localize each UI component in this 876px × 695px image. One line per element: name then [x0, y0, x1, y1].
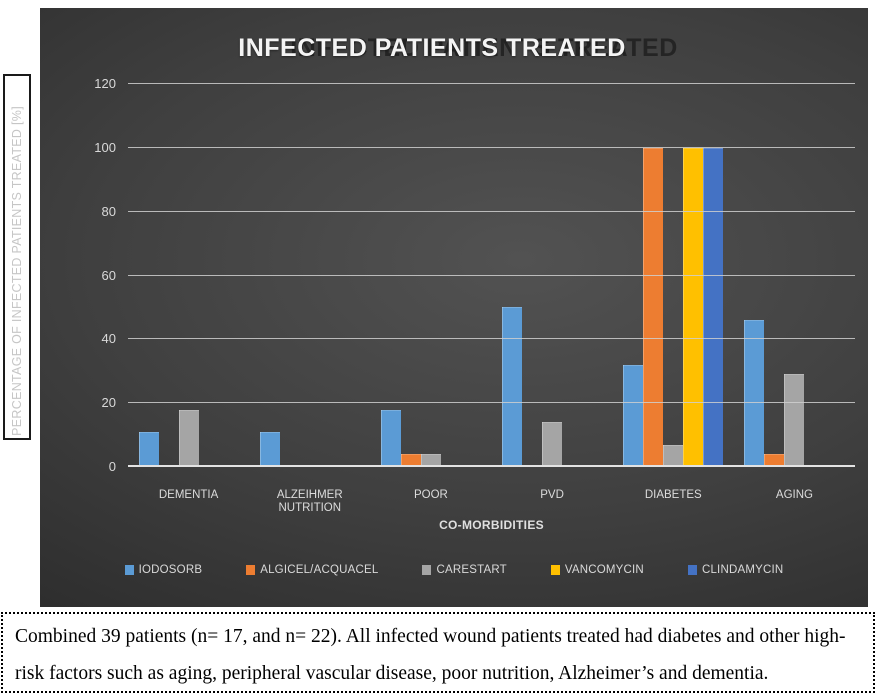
x-tick-label-aging: AGING	[775, 489, 813, 501]
legend-item-vancomycin: VANCOMYCIN	[550, 564, 644, 576]
gridline-100	[128, 146, 855, 148]
bars	[128, 84, 855, 467]
bar-vancomycin	[683, 147, 704, 467]
bar-carestart	[542, 422, 563, 467]
legend-item-algicel-acquacel: ALGICEL/ACQUACEL	[246, 564, 378, 576]
bar-clindamycin	[703, 147, 724, 467]
legend-label: CLINDAMYCIN	[701, 564, 784, 576]
legend-item-clindamycin: CLINDAMYCIN	[687, 564, 784, 576]
gridline-20	[128, 402, 855, 404]
y-axis-label: PERCENTAGE OF INFECTED PATIENTS TREATED …	[10, 106, 24, 436]
bar-carestart	[663, 444, 684, 467]
y-tick-label-20: 20	[101, 395, 116, 411]
gridline-60	[128, 274, 855, 276]
y-tick-label-0: 0	[108, 459, 116, 474]
bar-group-alzeihmer-nutrition	[249, 84, 370, 467]
bar-group-dementia	[128, 84, 249, 467]
legend: IODOSORB ALGICEL/ACQUACEL CARESTART VANCOMY…	[40, 564, 868, 576]
bar-iodosorb	[138, 431, 159, 467]
y-axis-ticks: 0 20 40 60 80 100 120	[78, 76, 122, 474]
y-tick-label-80: 80	[101, 203, 116, 219]
plot-area	[128, 83, 855, 467]
legend-label: ALGICEL/ACQUACEL	[260, 564, 379, 576]
bar-algicel-acquacel	[400, 454, 421, 467]
bar-iodosorb	[259, 431, 280, 467]
bar-chart: INFECTED PATIENTS TREATED INFECTED PATIE…	[40, 8, 868, 607]
gridline-80	[128, 210, 855, 212]
x-axis-title: CO-MORBIDITIES	[439, 518, 544, 532]
chart-title-shadow: INFECTED PATIENTS TREATED	[290, 34, 678, 62]
bar-carestart	[178, 409, 199, 467]
x-tick-label-poor: POOR	[413, 489, 448, 501]
legend-swatch-icon	[687, 565, 697, 575]
bar-algicel-acquacel	[643, 147, 664, 467]
legend-label: CARESTART	[436, 564, 507, 576]
bar-algicel-acquacel	[764, 454, 785, 467]
legend-label: VANCOMYCIN	[564, 564, 644, 576]
bar-carestart	[420, 454, 441, 467]
x-axis-ticks: DEMENTIA ALZEIHMER NUTRITION POOR PVD DIABET…	[128, 489, 855, 515]
x-tick-label-pvd: PVD	[540, 489, 564, 501]
bar-group-pvd	[492, 84, 613, 467]
y-tick-label-100: 100	[94, 139, 116, 155]
y-axis-label-box: PERCENTAGE OF INFECTED PATIENTS TREATED …	[3, 74, 31, 440]
bar-iodosorb	[623, 364, 644, 467]
bar-carestart	[784, 374, 805, 467]
y-tick-label-40: 40	[101, 331, 116, 347]
legend-swatch-icon	[124, 565, 134, 575]
y-tick-label-120: 120	[94, 76, 116, 91]
caption: Combined 39 patients (n= 17, and n= 22).…	[1, 612, 875, 693]
bar-iodosorb	[502, 307, 523, 467]
bar-group-poor	[370, 84, 491, 467]
legend-swatch-icon	[550, 565, 560, 575]
gridline-40	[128, 338, 855, 340]
chart-title: INFECTED PATIENTS TREATED	[238, 34, 626, 62]
bar-iodosorb	[380, 409, 401, 467]
bar-group-diabetes	[613, 84, 734, 467]
legend-swatch-icon	[422, 565, 432, 575]
x-tick-label-dementia: DEMENTIA	[158, 489, 219, 501]
legend-swatch-icon	[246, 565, 256, 575]
y-tick-label-60: 60	[101, 267, 116, 283]
chart-title-area: INFECTED PATIENTS TREATED INFECTED PATIE…	[40, 34, 868, 70]
gridline-0	[128, 465, 855, 467]
gridline-120	[128, 83, 855, 84]
x-tick-label-diabetes: DIABETES	[644, 489, 702, 501]
legend-item-iodosorb: IODOSORB	[124, 564, 203, 576]
legend-item-carestart: CARESTART	[422, 564, 507, 576]
bar-group-aging	[734, 84, 855, 467]
x-tick-label-alzeihmer-nutrition: ALZEIHMER NUTRITION	[276, 489, 343, 514]
legend-label: IODOSORB	[138, 564, 203, 576]
bar-iodosorb	[744, 320, 765, 467]
